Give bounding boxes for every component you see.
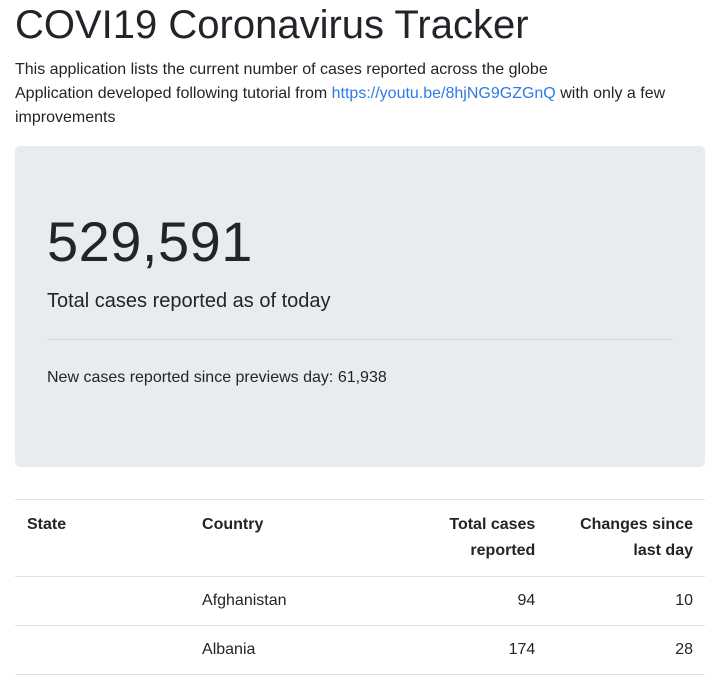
total-cases-label: Total cases reported as of today	[47, 290, 331, 312]
table-row: Afghanistan 94 10	[15, 576, 705, 626]
new-cases-value: 61,938	[337, 369, 387, 386]
header-total-cases: Total cases reported	[366, 499, 548, 577]
header-change-line2: last day	[633, 542, 693, 559]
cell-total: 174	[366, 625, 548, 675]
total-cases-number: 529,591	[47, 210, 253, 273]
cell-country: Albania	[190, 625, 367, 675]
header-state: State	[15, 499, 191, 577]
credit-text: Application developed following tutorial…	[15, 82, 708, 130]
header-changes: Changes since last day	[547, 499, 705, 577]
cell-change: 10	[547, 576, 705, 626]
cell-total: 94	[366, 576, 548, 626]
header-change-line1: Changes since	[580, 516, 693, 533]
table-header-row: State Country Total cases reported Chang…	[15, 499, 705, 577]
cell-change: 28	[547, 625, 705, 675]
new-cases-label: New cases reported since previews day:	[47, 369, 334, 386]
cell-state	[15, 576, 191, 626]
intro-text: This application lists the current numbe…	[15, 58, 708, 130]
cell-state	[15, 625, 191, 675]
credit-prefix: Application developed following tutorial…	[15, 85, 328, 102]
page-title: COVI19 Coronavirus Tracker	[15, 3, 529, 47]
cases-table: State Country Total cases reported Chang…	[15, 499, 705, 675]
table-row: Albania 174 28	[15, 625, 705, 675]
description-text: This application lists the current numbe…	[15, 61, 548, 78]
new-cases-text: New cases reported since previews day: 6…	[47, 366, 673, 390]
tutorial-link[interactable]: https://youtu.be/8hjNG9GZGnQ	[331, 85, 556, 102]
header-country: Country	[190, 499, 367, 577]
header-total-line2: reported	[470, 542, 536, 559]
cell-country: Afghanistan	[190, 576, 367, 626]
summary-panel: 529,591 Total cases reported as of today…	[15, 146, 705, 467]
header-total-line1: Total cases	[449, 516, 536, 533]
credit-suffix: with only a few improvements	[15, 85, 666, 126]
summary-divider	[47, 339, 673, 340]
